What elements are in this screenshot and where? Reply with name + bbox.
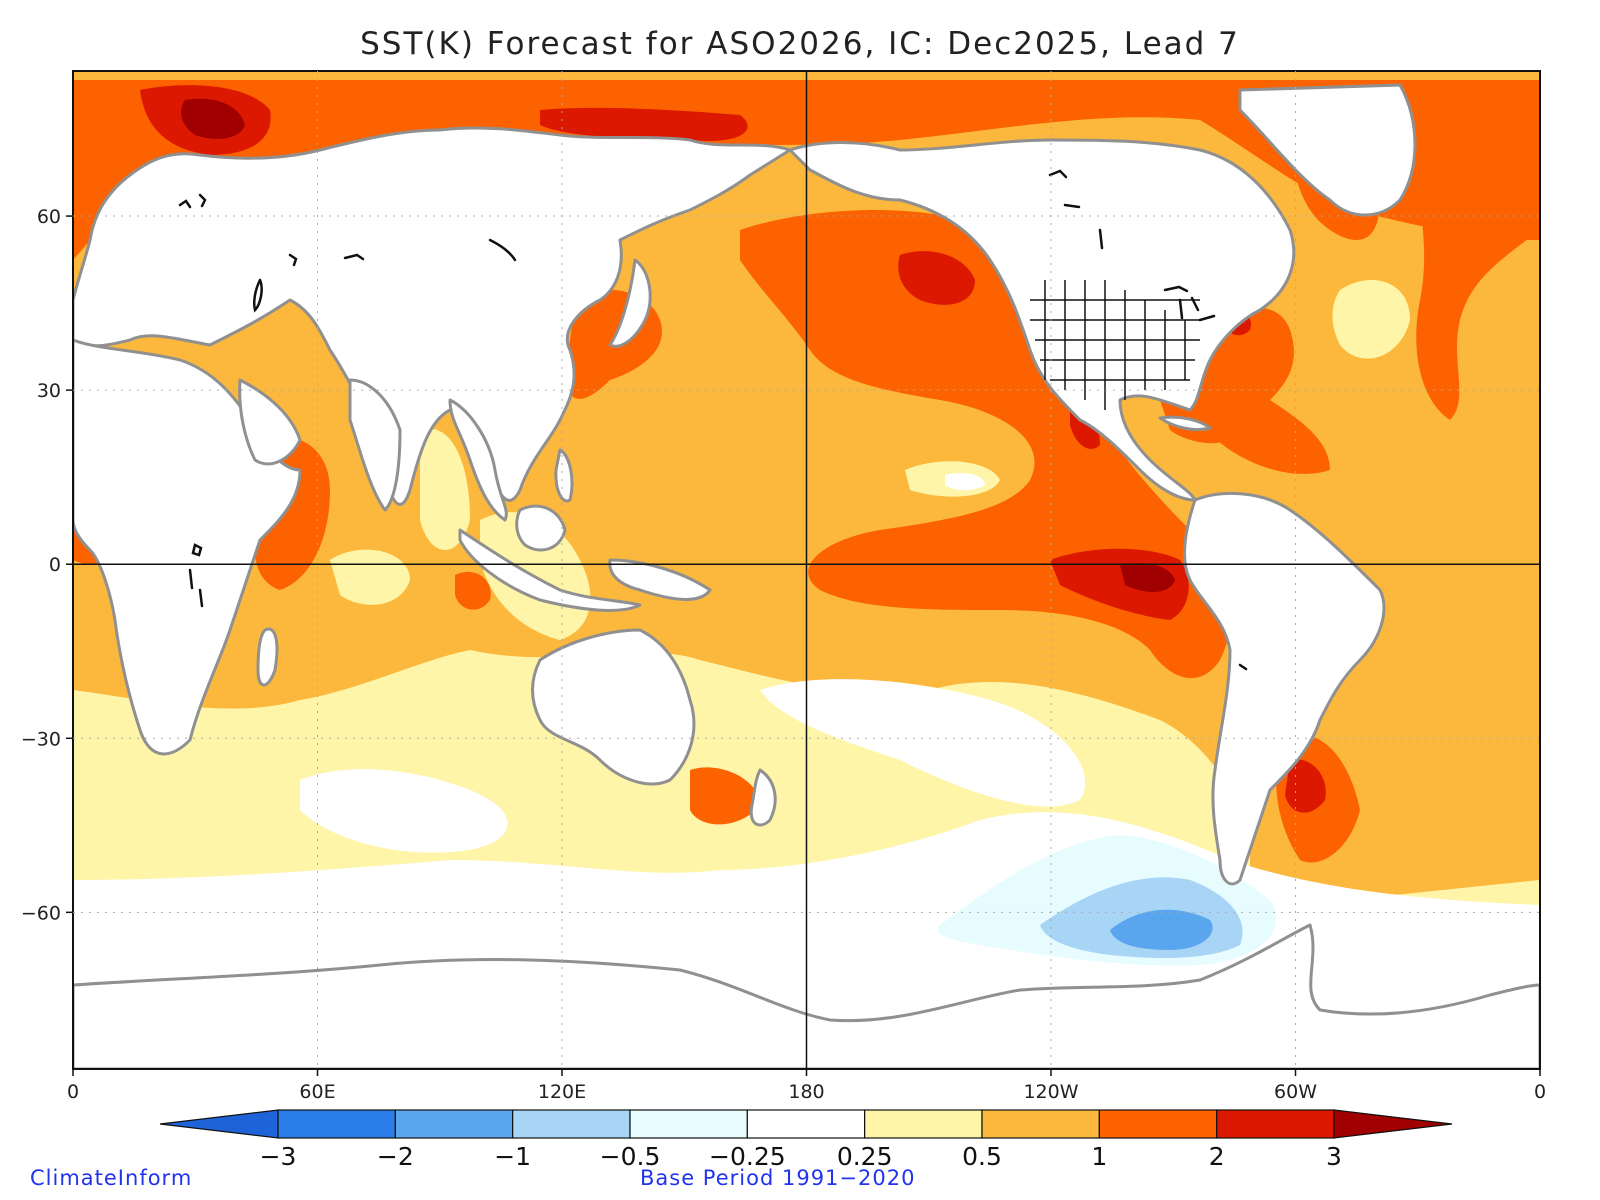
land-borneo <box>515 504 567 552</box>
indian-ocean-light-band <box>420 428 470 550</box>
lake-malawi <box>198 588 204 608</box>
colorbar-label: −3 <box>260 1142 297 1171</box>
colorbar-swatch <box>277 1109 396 1139</box>
colorbar-swatch <box>394 1109 514 1139</box>
colorbar-label: 1 <box>1091 1142 1107 1171</box>
lon-tick-label: 120W <box>1023 1081 1078 1103</box>
warm-labrador <box>1410 90 1540 420</box>
lake-victoria <box>191 543 203 557</box>
warm-tasman <box>690 767 760 825</box>
grid-lines <box>73 71 1540 1069</box>
white-band-south-pacific <box>300 769 508 853</box>
lon-tick-label: 60W <box>1274 1081 1317 1103</box>
lake-caspian <box>252 278 263 313</box>
lake-michigan <box>1178 298 1184 320</box>
colorbar-label: 3 <box>1326 1142 1342 1171</box>
latitude-ticks: 60 30 0 −30 −60 <box>21 206 73 924</box>
colorbar-swatch <box>512 1109 631 1139</box>
lake-outlines <box>178 169 1248 671</box>
land-madagascar <box>256 627 279 687</box>
warm-indonesia-patch <box>455 571 491 610</box>
map-title: SST(K) Forecast for ASO2026, IC: Dec2025… <box>360 26 1240 62</box>
lake-erie <box>1198 314 1216 322</box>
land-africa <box>73 338 302 756</box>
lon-tick-label: 0 <box>1534 1081 1546 1103</box>
credit-base-period: Base Period 1991−2020 <box>640 1166 916 1190</box>
white-band-central-south-pacific <box>760 679 1086 807</box>
land-eurasia <box>73 126 792 506</box>
colorbar-swatch <box>864 1109 983 1139</box>
lon-tick-label: 180 <box>788 1081 824 1103</box>
land-japan <box>608 258 652 348</box>
lake-great-bear <box>1048 169 1068 179</box>
colorbar-max-arrow <box>1333 1109 1453 1139</box>
land-arabia <box>238 378 302 466</box>
longitude-ticks: 0 60E 120E 180 120W 60W 0 <box>67 1069 1546 1103</box>
colorbar-swatch <box>1098 1109 1218 1139</box>
hotter-barents-core <box>181 98 245 139</box>
colorbar-label: 2 <box>1209 1142 1225 1171</box>
land-sumatra-java <box>458 528 642 612</box>
lat-tick-label: 60 <box>37 206 61 228</box>
colorbar-label: 0.25 <box>837 1142 893 1171</box>
lon-tick-label: 60E <box>299 1081 335 1103</box>
indian-ocean-light-patch <box>330 549 410 605</box>
colorbar-label: −1 <box>494 1142 531 1171</box>
colorbar-swatch <box>981 1109 1100 1139</box>
lake-aral <box>288 253 298 267</box>
warm-arctic-band <box>73 80 1540 260</box>
colorbar-min-arrow <box>159 1109 279 1139</box>
colorbar-label: 0.5 <box>962 1142 1002 1171</box>
colorbar-swatch <box>1216 1109 1335 1139</box>
land-greenland <box>1238 83 1417 217</box>
hot-kara-sea <box>540 107 748 141</box>
lat-tick-label: −30 <box>21 728 61 750</box>
land-australia <box>531 628 696 786</box>
lake-titicaca <box>1238 663 1248 671</box>
lake-tanganyika <box>188 568 194 590</box>
land-india <box>348 378 402 512</box>
lake-ladoga <box>178 199 192 209</box>
us-state-lines-horizontal <box>1030 299 1200 381</box>
light-north-atlantic-patch <box>1332 280 1410 359</box>
credit-source: ClimateInform <box>30 1166 193 1190</box>
land-new-guinea <box>608 558 712 601</box>
neutral-equatorial-pacific-core <box>945 473 985 491</box>
lake-balkhash <box>343 253 365 261</box>
lon-tick-label: 120E <box>538 1081 586 1103</box>
lake-baikal <box>488 238 517 262</box>
land-cuba <box>1158 415 1212 432</box>
us-state-boundaries <box>1030 280 1200 410</box>
lat-tick-label: −60 <box>21 902 61 924</box>
lake-winnipeg <box>1098 228 1104 250</box>
lon-tick-label: 0 <box>67 1081 79 1103</box>
hotter-nino-core <box>1120 563 1175 592</box>
hot-northeast-pacific <box>898 251 975 305</box>
land-southeast-asia <box>448 398 508 522</box>
colorbar-swatch <box>746 1109 866 1139</box>
colorbar-label: −0.5 <box>600 1142 661 1171</box>
colorbar-label: −0.25 <box>709 1142 786 1171</box>
colorbar-swatch <box>629 1109 748 1139</box>
colorbar: −3 −2 −1 −0.5 −0.25 0.25 0.5 1 2 3 <box>159 1109 1453 1171</box>
land-philippines <box>554 448 574 503</box>
cool-anomaly-core <box>1110 909 1213 950</box>
land-south-america <box>1183 492 1386 886</box>
lat-tick-label: 0 <box>49 554 61 576</box>
land-antarctica <box>73 923 1540 1069</box>
warm-caribbean <box>1160 396 1240 444</box>
lake-superior <box>1163 285 1189 293</box>
lake-onega <box>198 193 207 208</box>
lake-great-slave <box>1063 203 1081 209</box>
land-new-zealand <box>749 768 777 827</box>
colorbar-label: −2 <box>377 1142 414 1171</box>
lat-tick-label: 30 <box>37 380 61 402</box>
